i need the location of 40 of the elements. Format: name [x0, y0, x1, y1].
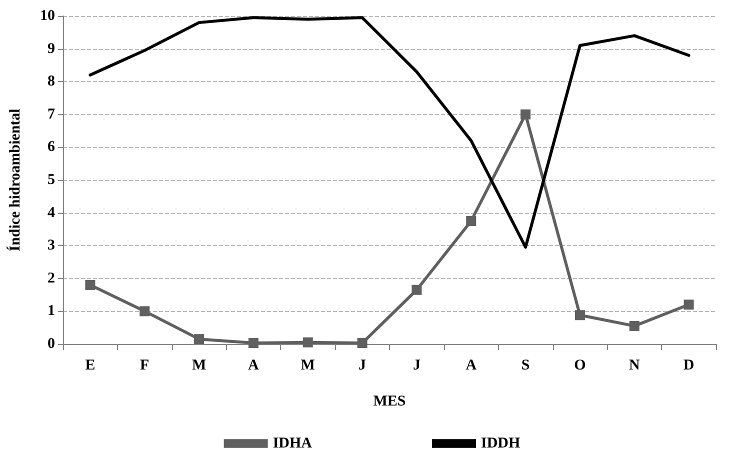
point — [85, 280, 96, 290]
y-tick-label: 1 — [48, 303, 55, 320]
point — [140, 306, 150, 316]
point — [194, 334, 204, 344]
y-tick-label: 9 — [48, 40, 55, 57]
point — [412, 284, 422, 295]
legend-label: IDHA — [272, 436, 312, 452]
y-tick-label: 2 — [48, 270, 55, 286]
x-tick-label: E — [85, 358, 96, 374]
x-tick-label: A — [248, 358, 260, 374]
y-tick-label: 3 — [48, 238, 55, 254]
x-axis-title: MES — [373, 394, 406, 410]
point — [302, 337, 313, 348]
x-tick-label: M — [192, 358, 206, 374]
y-tick-label: 10 — [40, 8, 55, 24]
line-series — [88, 16, 690, 249]
y-tick-label: 7 — [48, 106, 56, 122]
y-tick-label: 8 — [48, 74, 55, 90]
point — [357, 338, 368, 348]
y-tick-label: 4 — [48, 204, 56, 221]
x-tick-label: M — [300, 358, 315, 374]
point — [520, 109, 531, 120]
x-tick-label: D — [683, 358, 694, 374]
point — [684, 300, 694, 310]
x-tick-label: N — [628, 358, 640, 374]
y-axis-title: Índice hidroambiental — [6, 108, 24, 252]
y-tick-label: 0 — [48, 336, 55, 352]
point — [248, 338, 258, 348]
x-tick-label: O — [574, 358, 586, 374]
x-tick-label: F — [140, 358, 150, 374]
point — [466, 216, 476, 226]
y-tick-label: 6 — [48, 139, 56, 156]
y-tick-label: 5 — [48, 172, 55, 188]
point — [629, 320, 640, 331]
x-tick-label: S — [521, 358, 530, 374]
legend-label: IDDH — [481, 436, 520, 452]
x-tick-label: A — [466, 358, 477, 374]
point — [574, 310, 585, 320]
x-tick-label: J — [412, 358, 421, 374]
x-tick-label: J — [358, 358, 367, 374]
